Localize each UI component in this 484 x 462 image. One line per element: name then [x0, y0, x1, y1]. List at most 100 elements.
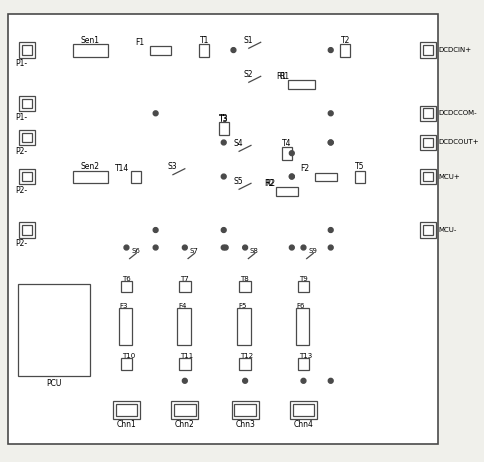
Text: R2: R2: [265, 179, 275, 188]
Text: T3: T3: [218, 114, 228, 123]
Text: T4: T4: [282, 139, 291, 148]
Bar: [419, 105, 435, 121]
Bar: [22, 225, 32, 235]
Text: S3: S3: [167, 162, 177, 171]
Text: S9: S9: [308, 249, 317, 255]
Text: Sen2: Sen2: [81, 162, 100, 171]
Text: T8: T8: [240, 276, 248, 282]
Bar: [150, 46, 171, 55]
Text: T7: T7: [180, 276, 188, 282]
Bar: [354, 170, 364, 183]
Bar: [419, 222, 435, 238]
Text: T10: T10: [121, 353, 135, 359]
Bar: [119, 308, 132, 345]
Circle shape: [166, 174, 172, 179]
Circle shape: [328, 140, 333, 145]
Text: S1: S1: [242, 36, 252, 45]
Text: Chn4: Chn4: [293, 420, 313, 429]
Circle shape: [182, 258, 187, 264]
Bar: [19, 43, 35, 58]
Bar: [419, 43, 435, 58]
Circle shape: [328, 245, 333, 250]
Text: T9: T9: [298, 276, 307, 282]
Circle shape: [289, 151, 294, 156]
Circle shape: [230, 48, 235, 53]
Circle shape: [124, 245, 129, 250]
Bar: [422, 138, 432, 147]
Bar: [171, 401, 198, 419]
Bar: [73, 170, 108, 183]
Text: PCU: PCU: [45, 379, 61, 388]
Bar: [340, 44, 349, 57]
Text: F5: F5: [238, 303, 246, 309]
Text: MCU+: MCU+: [438, 174, 459, 180]
Bar: [218, 122, 228, 135]
Bar: [237, 308, 250, 345]
Bar: [19, 130, 35, 146]
Circle shape: [289, 245, 294, 250]
Bar: [179, 280, 190, 292]
Text: T12: T12: [240, 353, 253, 359]
Bar: [199, 44, 209, 57]
Text: DCDCIN+: DCDCIN+: [438, 47, 471, 53]
Bar: [315, 173, 336, 182]
Text: MCU-: MCU-: [438, 227, 456, 233]
Circle shape: [328, 48, 333, 53]
Text: R1: R1: [279, 72, 289, 81]
Text: T3: T3: [218, 115, 228, 124]
Text: T1: T1: [199, 36, 209, 45]
Circle shape: [328, 378, 333, 383]
Circle shape: [153, 228, 158, 232]
Text: S5: S5: [233, 177, 242, 186]
Circle shape: [221, 140, 226, 145]
Circle shape: [243, 188, 249, 194]
Circle shape: [242, 245, 247, 250]
Bar: [422, 45, 432, 55]
Text: F3: F3: [120, 303, 128, 309]
Bar: [121, 280, 132, 292]
Bar: [177, 308, 190, 345]
Text: Sen1: Sen1: [81, 36, 100, 45]
Circle shape: [221, 174, 226, 179]
Circle shape: [242, 378, 247, 383]
Circle shape: [289, 174, 294, 179]
Bar: [73, 44, 108, 57]
Circle shape: [328, 111, 333, 116]
Circle shape: [153, 111, 158, 116]
Bar: [289, 401, 317, 419]
Text: T11: T11: [180, 353, 193, 359]
Text: P2-: P2-: [15, 186, 28, 195]
Text: T13: T13: [298, 353, 311, 359]
Text: P2-: P2-: [15, 239, 28, 248]
Text: P1-: P1-: [15, 59, 28, 68]
Bar: [297, 359, 309, 370]
Bar: [131, 170, 141, 183]
Bar: [297, 280, 309, 292]
Bar: [276, 187, 297, 196]
Bar: [419, 135, 435, 150]
Circle shape: [301, 378, 305, 383]
Bar: [19, 222, 35, 238]
Bar: [231, 401, 258, 419]
Circle shape: [221, 228, 226, 232]
Bar: [113, 401, 140, 419]
Text: Chn3: Chn3: [235, 420, 255, 429]
Text: R1: R1: [275, 72, 286, 81]
Bar: [116, 404, 137, 416]
Text: F4: F4: [178, 303, 186, 309]
Bar: [17, 284, 91, 376]
Bar: [295, 308, 309, 345]
Bar: [234, 404, 255, 416]
Bar: [422, 225, 432, 235]
Circle shape: [253, 81, 259, 87]
Bar: [282, 147, 291, 160]
Circle shape: [221, 245, 226, 250]
Circle shape: [153, 245, 158, 250]
Text: DCDCCOM-: DCDCCOM-: [438, 110, 476, 116]
Bar: [179, 359, 190, 370]
Circle shape: [243, 150, 249, 156]
Circle shape: [182, 378, 187, 383]
Circle shape: [242, 47, 247, 53]
Circle shape: [182, 245, 187, 250]
Text: P2-: P2-: [15, 147, 28, 156]
